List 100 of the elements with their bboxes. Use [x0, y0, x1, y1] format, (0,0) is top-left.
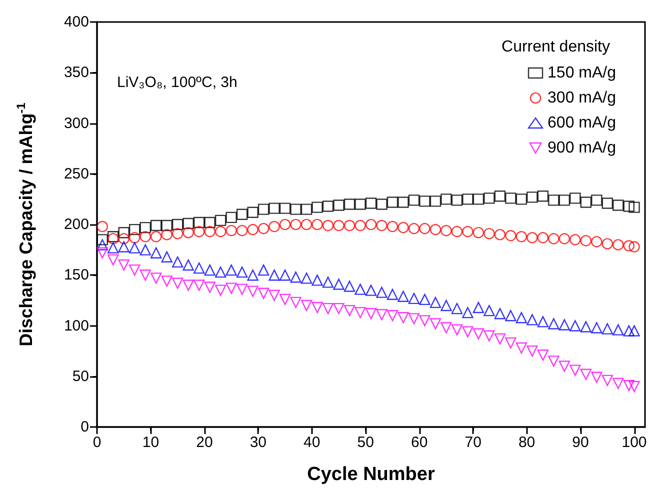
point [118, 233, 130, 244]
point [118, 241, 130, 252]
point [376, 220, 388, 232]
point [214, 284, 226, 296]
x-tick-label: 80 [518, 434, 536, 451]
point [580, 235, 592, 246]
point [182, 218, 194, 230]
point [430, 224, 442, 236]
point [440, 224, 452, 236]
point [451, 226, 463, 238]
point [172, 218, 184, 230]
point [129, 264, 140, 276]
point [612, 239, 624, 250]
x-tick-label: 60 [411, 434, 428, 451]
point [140, 244, 151, 256]
point [570, 192, 581, 204]
legend-title: Current density [502, 38, 610, 56]
x-tick-label: 100 [622, 434, 647, 451]
point [386, 220, 398, 232]
point [526, 345, 538, 357]
point [570, 234, 581, 246]
point [258, 222, 270, 234]
point [462, 326, 474, 338]
point [193, 280, 205, 291]
point [300, 272, 312, 284]
point [290, 272, 302, 283]
point [279, 202, 291, 214]
point [312, 274, 323, 286]
point [505, 337, 516, 349]
point [333, 220, 344, 232]
point [96, 239, 108, 250]
y-tick-label: 250 [64, 165, 89, 182]
point [268, 220, 280, 232]
point [558, 319, 570, 330]
x-tick-label: 70 [464, 434, 482, 451]
legend-label: 900 mA/g [548, 140, 616, 156]
point [484, 192, 495, 204]
point [628, 202, 640, 213]
point [96, 234, 108, 246]
point [484, 330, 495, 342]
point [376, 309, 388, 320]
point [214, 266, 226, 278]
point [150, 220, 162, 232]
point [150, 231, 162, 242]
point [537, 316, 549, 328]
point [344, 304, 356, 316]
point [386, 288, 398, 300]
x-tick-label: 30 [250, 434, 267, 451]
point [548, 356, 560, 367]
point [537, 350, 549, 361]
point [214, 214, 226, 226]
point [494, 229, 506, 240]
point [591, 236, 602, 248]
point [623, 240, 634, 252]
point [161, 220, 172, 232]
point [312, 218, 323, 230]
point [526, 314, 538, 326]
point [628, 325, 640, 336]
point [193, 216, 205, 228]
point [258, 264, 270, 276]
point [408, 222, 420, 234]
point [344, 220, 356, 232]
point [494, 190, 506, 202]
point [602, 323, 613, 334]
point [558, 194, 570, 206]
point [322, 220, 334, 232]
point [226, 282, 237, 294]
point [279, 270, 291, 281]
point [333, 200, 344, 211]
point [548, 233, 560, 244]
point [628, 241, 640, 252]
point [580, 368, 592, 380]
x-tick-label: 90 [572, 434, 589, 451]
x-tick-label: 0 [92, 434, 102, 451]
point [612, 200, 624, 211]
point [505, 192, 516, 204]
point [472, 302, 484, 314]
point [129, 224, 140, 236]
legend-label: 150 mA/g [548, 64, 616, 82]
point [204, 264, 216, 276]
point [408, 194, 420, 206]
point [300, 218, 312, 230]
point [494, 308, 506, 320]
point [322, 200, 334, 212]
point [258, 204, 270, 215]
point [247, 206, 258, 218]
point [182, 227, 194, 238]
point [193, 262, 205, 274]
y-tick-label: 50 [72, 368, 89, 385]
point [236, 284, 248, 295]
point [494, 333, 506, 345]
point [182, 280, 194, 291]
point [472, 328, 484, 340]
point [526, 232, 538, 244]
point [398, 290, 409, 302]
point [580, 321, 592, 332]
point [365, 218, 377, 230]
point [505, 230, 516, 242]
point [558, 233, 570, 244]
point [108, 242, 119, 254]
